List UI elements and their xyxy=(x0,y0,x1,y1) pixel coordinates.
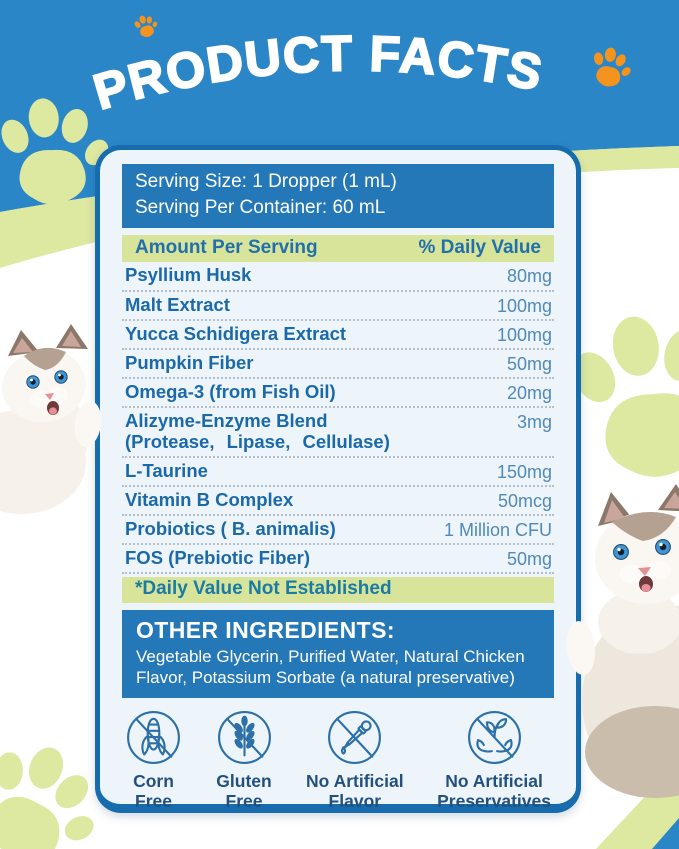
corner-swoosh-green xyxy=(596,760,679,849)
ingredient-value: 20mg xyxy=(506,383,552,404)
daily-value-header: % Daily Value xyxy=(418,237,541,259)
badge-no-artificial-flavor: No Artificial Flavor xyxy=(306,709,404,812)
badge-label: No Artificial Flavor xyxy=(306,770,404,812)
serving-size-text: Serving Size: 1 Dropper (1 mL) xyxy=(135,171,397,192)
ingredient-name: Malt Extract xyxy=(125,293,230,315)
corn-icon xyxy=(127,710,180,764)
leaf-hands-icon xyxy=(467,710,521,764)
table-row: FOS (Prebiotic Fiber) 50mg xyxy=(122,545,554,575)
ingredient-value: 50mg xyxy=(506,549,552,570)
free-from-badges: Corn Free xyxy=(122,709,554,812)
ingredient-value: 50mcg xyxy=(497,490,552,511)
ingredient-name: Yucca Schidigera Extract xyxy=(125,322,347,344)
paw-icon-small-orange xyxy=(132,12,161,40)
amount-per-serving-header: Amount Per Serving xyxy=(135,237,318,259)
cat-photo-left xyxy=(0,324,102,514)
badge-label: Corn Free xyxy=(133,770,174,812)
table-row: Yucca Schidigera Extract 100mg xyxy=(122,321,554,350)
product-facts-panel: Serving Size: 1 Dropper (1 mL) Serving P… xyxy=(95,145,581,813)
badge-gluten-free: Gluten Free xyxy=(216,709,273,812)
ingredient-name: Pumpkin Fiber xyxy=(125,351,254,373)
ingredient-value: 3mg xyxy=(516,412,552,433)
ingredient-value: 50mg xyxy=(506,353,552,374)
ingredient-name: Alizyme-Enzyme Blend (Protease, Lipase, … xyxy=(125,410,390,452)
cat-photo-right xyxy=(566,484,679,798)
table-row: Alizyme-Enzyme Blend (Protease, Lipase, … xyxy=(122,408,554,458)
daily-value-footnote: *Daily Value Not Established xyxy=(122,577,554,604)
ingredient-name: Vitamin B Complex xyxy=(125,488,294,510)
page-title: PRODUCT FACTS xyxy=(87,25,548,120)
table-header: Amount Per Serving % Daily Value xyxy=(122,235,554,263)
badge-corn-free: Corn Free xyxy=(125,709,182,812)
table-row: Malt Extract 100mg xyxy=(122,292,554,321)
ingredient-value: 80mg xyxy=(506,266,552,287)
ingredient-name: Psyllium Husk xyxy=(125,264,252,286)
ingredient-name: Omega-3 (from Fish Oil) xyxy=(125,381,336,403)
ingredient-name: Probiotics ( B. animalis) xyxy=(125,517,336,539)
ingredient-value: 150mg xyxy=(496,461,552,482)
other-ingredients-heading: OTHER INGREDIENTS: xyxy=(136,617,395,644)
serving-info-box: Serving Size: 1 Dropper (1 mL) Serving P… xyxy=(122,164,554,229)
ingredient-value: 1 Million CFU xyxy=(443,519,552,540)
ingredient-name: L-Taurine xyxy=(125,459,208,481)
title-banner: PRODUCT FACTS xyxy=(86,12,637,121)
table-row: Probiotics ( B. animalis) 1 Million CFU xyxy=(122,516,554,546)
wheat-icon xyxy=(217,710,271,764)
badge-label: No Artificial Preservatives xyxy=(437,770,551,812)
badge-no-artificial-preservatives: No Artificial Preservatives xyxy=(437,709,551,812)
table-row: Vitamin B Complex 50mcg xyxy=(122,487,554,516)
corner-swoosh-blue xyxy=(652,818,679,849)
ingredient-value: 100mg xyxy=(496,324,552,345)
table-row: Pumpkin Fiber 50mg xyxy=(122,350,554,380)
other-ingredients-body: Vegetable Glycerin, Purified Water, Natu… xyxy=(136,647,525,688)
table-row: Psyllium Husk 80mg xyxy=(122,262,554,292)
dropper-icon xyxy=(328,710,382,764)
ingredient-value: 100mg xyxy=(496,295,552,316)
other-ingredients-box: OTHER INGREDIENTS: Vegetable Glycerin, P… xyxy=(122,610,554,698)
ingredient-name: FOS (Prebiotic Fiber) xyxy=(125,547,311,569)
table-row: Omega-3 (from Fish Oil) 20mg xyxy=(122,379,554,409)
paw-icon-large-orange xyxy=(585,43,637,92)
badge-label: Gluten Free xyxy=(216,770,272,812)
table-row: L-Taurine 150mg xyxy=(122,458,554,487)
ingredient-subname: (Protease, Lipase, Cellulase) xyxy=(125,430,390,452)
serving-per-container-text: Serving Per Container: 60 mL xyxy=(135,197,386,219)
